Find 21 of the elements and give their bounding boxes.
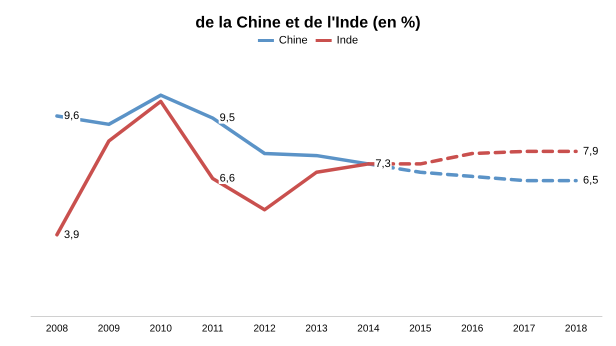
data-label: 6,6 bbox=[220, 172, 235, 184]
x-tick-label: 2008 bbox=[46, 324, 69, 334]
x-tick-label: 2012 bbox=[253, 324, 276, 334]
data-label: 9,5 bbox=[220, 112, 235, 124]
data-label: 7,9 bbox=[583, 145, 598, 158]
legend-label: Chine bbox=[278, 34, 308, 46]
x-tick-label: 2016 bbox=[461, 324, 484, 334]
data-label: 3,9 bbox=[64, 228, 80, 241]
chart-title: de la Chine et de l'Inde (en %) bbox=[195, 14, 421, 32]
data-label: 7,3 bbox=[375, 158, 391, 170]
x-tick-label: 2017 bbox=[513, 324, 536, 334]
x-tick-label: 2014 bbox=[357, 324, 380, 334]
x-tick-label: 2018 bbox=[564, 324, 588, 334]
x-tick-label: 2011 bbox=[202, 324, 224, 334]
x-tick-label: 2013 bbox=[305, 324, 328, 334]
x-tick-label: 2010 bbox=[150, 324, 172, 334]
data-label: 6,5 bbox=[583, 174, 598, 187]
legend-label: Inde bbox=[336, 34, 358, 46]
data-label: 9,6 bbox=[64, 110, 80, 122]
x-tick-label: 2015 bbox=[409, 324, 432, 334]
x-tick-label: 2009 bbox=[98, 324, 120, 334]
